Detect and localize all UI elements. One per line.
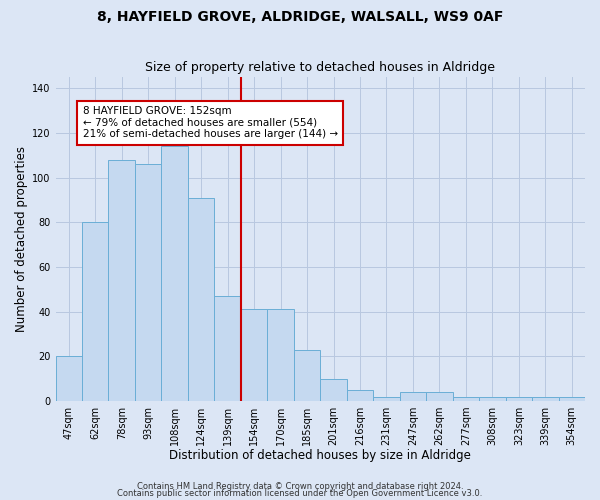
Bar [532, 396, 559, 401]
Bar [268, 310, 294, 401]
Bar [294, 350, 320, 401]
Bar [188, 198, 214, 401]
Title: Size of property relative to detached houses in Aldridge: Size of property relative to detached ho… [145, 62, 495, 74]
Bar [479, 396, 506, 401]
Bar [214, 296, 241, 401]
Bar [400, 392, 426, 401]
Bar [161, 146, 188, 401]
Text: 8, HAYFIELD GROVE, ALDRIDGE, WALSALL, WS9 0AF: 8, HAYFIELD GROVE, ALDRIDGE, WALSALL, WS… [97, 10, 503, 24]
Bar [56, 356, 82, 401]
Text: 8 HAYFIELD GROVE: 152sqm
← 79% of detached houses are smaller (554)
21% of semi-: 8 HAYFIELD GROVE: 152sqm ← 79% of detach… [83, 106, 338, 140]
X-axis label: Distribution of detached houses by size in Aldridge: Distribution of detached houses by size … [169, 450, 471, 462]
Bar [109, 160, 135, 401]
Text: Contains public sector information licensed under the Open Government Licence v3: Contains public sector information licen… [118, 489, 482, 498]
Bar [347, 390, 373, 401]
Text: Contains HM Land Registry data © Crown copyright and database right 2024.: Contains HM Land Registry data © Crown c… [137, 482, 463, 491]
Bar [82, 222, 109, 401]
Bar [241, 310, 268, 401]
Bar [559, 396, 585, 401]
Bar [320, 378, 347, 401]
Bar [135, 164, 161, 401]
Y-axis label: Number of detached properties: Number of detached properties [15, 146, 28, 332]
Bar [373, 396, 400, 401]
Bar [506, 396, 532, 401]
Bar [426, 392, 452, 401]
Bar [452, 396, 479, 401]
